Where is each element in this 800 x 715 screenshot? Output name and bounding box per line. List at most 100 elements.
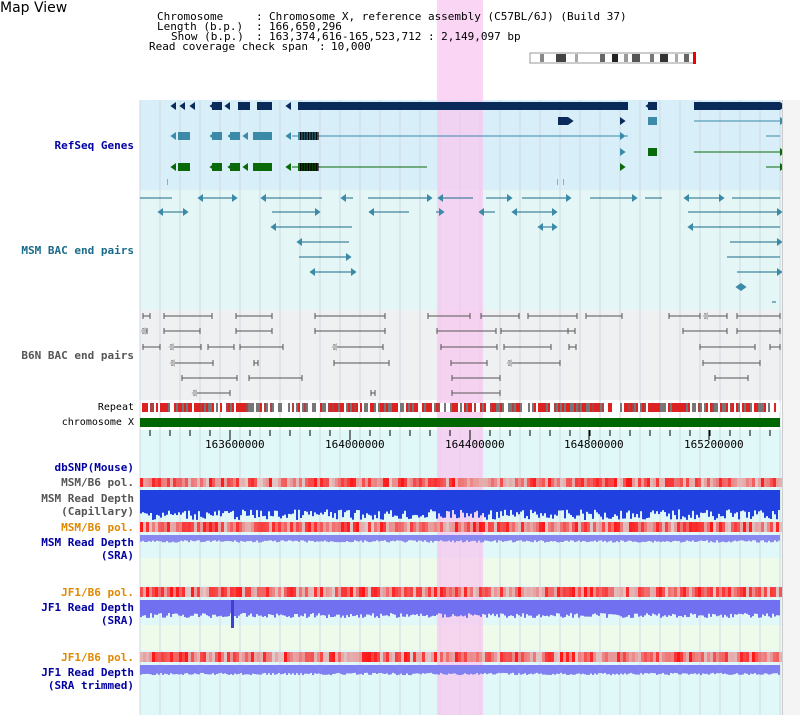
msm-sra-depth-bar [544, 535, 546, 543]
msm-sra-depth-bar [186, 535, 188, 541]
track-label-jf1-b6-pol-2[interactable]: JF1/B6 pol. [61, 651, 134, 664]
msm-b6-pol-heat [296, 522, 299, 532]
msm-capillary-depth-bar [616, 490, 618, 516]
msm-sra-depth-bar [768, 535, 770, 541]
jf1-b6-pol-heat [326, 652, 329, 662]
msm-sra-depth-bar [434, 535, 436, 541]
msm-sra-depth-bar [388, 535, 390, 543]
jf1-b6-pol-heat [593, 652, 596, 662]
msm-sra-depth-bar [414, 535, 416, 541]
jf1-sra-depth-bar [540, 600, 542, 618]
msm-sra-depth-bar [532, 535, 534, 543]
jf1-sra-trimmed-depth-bar [330, 665, 332, 676]
msm-sra-depth-bar [442, 535, 444, 542]
msm-capillary-depth-bar [742, 490, 744, 511]
msm-b6-pol-heat [158, 478, 161, 487]
repeat-mark [606, 403, 608, 412]
track-label-refseq-genes[interactable]: RefSeq Genes [54, 139, 134, 152]
msm-capillary-depth-bar [180, 490, 182, 515]
jf1-b6-pol-heat [476, 587, 479, 597]
msm-sra-depth-bar [742, 535, 744, 541]
track-label-msm-read-depth-capillary-1[interactable]: MSM Read Depth [41, 492, 134, 505]
track-label-jf1-read-depth-trimmed-2[interactable]: (SRA trimmed) [47, 679, 134, 692]
track-label-msm-read-depth-sra-1[interactable]: MSM Read Depth [41, 536, 134, 549]
msm-b6-pol-heat [155, 522, 158, 532]
msm-sra-depth-bar [508, 535, 510, 541]
jf1-sra-depth-bar [552, 600, 554, 616]
track-label-msm-bac-end-pairs[interactable]: MSM BAC end pairs [21, 244, 134, 257]
repeat-mark [672, 403, 674, 412]
jf1-sra-depth-bar [290, 600, 292, 618]
jf1-b6-pol-heat [512, 652, 515, 662]
track-label-jf1-b6-pol-1[interactable]: JF1/B6 pol. [61, 586, 134, 599]
msm-b6-pol-heat [443, 478, 446, 487]
msm-bac-end [683, 194, 689, 202]
jf1-sra-trimmed-depth-bar [296, 665, 298, 674]
jf1-sra-depth-bar [776, 600, 778, 616]
repeat-mark [328, 403, 330, 412]
track-label-b6n-bac-end-pairs[interactable]: B6N BAC end pairs [21, 349, 134, 362]
jf1-sra-trimmed-depth-bar [292, 665, 294, 674]
msm-sra-depth-bar [590, 535, 592, 542]
refseq-gene-arrow [620, 163, 626, 171]
jf1-sra-trimmed-depth-bar [492, 665, 494, 675]
jf1-b6-pol-heat [689, 587, 692, 597]
msm-b6-pol-heat [293, 522, 296, 532]
track-label-dbsnp[interactable]: dbSNP(Mouse) [54, 461, 134, 474]
jf1-b6-pol-heat [428, 587, 431, 597]
repeat-mark [310, 403, 312, 412]
jf1-sra-trimmed-depth-bar [514, 665, 516, 675]
msm-b6-pol-heat [215, 522, 218, 532]
msm-sra-depth-bar [478, 535, 480, 541]
msm-b6-pol-heat [587, 522, 590, 532]
track-label-jf1-read-depth-2[interactable]: (SRA) [100, 614, 134, 627]
msm-sra-depth-bar [600, 535, 602, 541]
track-label-jf1-read-depth-trimmed-1[interactable]: JF1 Read Depth [41, 666, 134, 679]
jf1-sra-depth-bar [768, 600, 770, 617]
repeat-mark [714, 403, 716, 412]
jf1-b6-pol-heat [281, 587, 284, 597]
track-label-msm-b6-pol-1[interactable]: MSM/B6 pol. [61, 476, 134, 489]
msm-capillary-depth-bar [222, 490, 224, 514]
track-label-jf1-read-depth-1[interactable]: JF1 Read Depth [41, 601, 134, 614]
jf1-b6-pol-heat [311, 652, 314, 662]
repeat-mark [340, 403, 342, 412]
msm-capillary-depth-bar [238, 490, 240, 520]
jf1-sra-depth-bar [250, 600, 252, 614]
jf1-sra-depth-bar [228, 600, 230, 617]
repeat-mark [450, 403, 452, 412]
jf1-sra-trimmed-depth-bar [380, 665, 382, 673]
msm-sra-depth-bar [314, 535, 316, 543]
jf1-b6-pol-heat [545, 587, 548, 597]
msm-sra-depth-bar [606, 535, 608, 543]
jf1-b6-pol-heat [440, 587, 443, 597]
msm-b6-pol-heat [263, 522, 266, 532]
repeat-mark [268, 403, 270, 412]
vertical-scrollbar[interactable] [782, 100, 800, 715]
msm-sra-depth-bar [214, 535, 216, 541]
msm-capillary-depth-bar [464, 490, 466, 518]
msm-b6-pol-heat [509, 478, 512, 487]
msm-sra-depth-bar [654, 535, 656, 541]
track-label-msm-read-depth-sra-2[interactable]: (SRA) [100, 549, 134, 562]
track-label-msm-b6-pol-2[interactable]: MSM/B6 pol. [61, 521, 134, 534]
repeat-mark [744, 403, 746, 412]
msm-b6-pol-heat [608, 522, 611, 532]
msm-sra-depth-bar [488, 535, 490, 542]
repeat-mark [642, 403, 644, 412]
msm-capillary-depth-bar [370, 490, 372, 516]
msm-b6-pol-heat [275, 522, 278, 532]
msm-b6-pol-heat [467, 478, 470, 487]
jf1-sra-trimmed-depth-bar [576, 665, 578, 674]
msm-sra-depth-bar [440, 535, 442, 541]
track-label-msm-read-depth-capillary-2[interactable]: (Capillary) [61, 505, 134, 518]
msm-b6-pol-heat [314, 478, 317, 487]
jf1-b6-pol-heat [518, 652, 521, 662]
jf1-sra-trimmed-depth-bar [596, 665, 598, 675]
jf1-b6-pol-heat [560, 587, 563, 597]
msm-b6-pol-heat [524, 522, 527, 532]
jf1-sra-depth-bar [184, 600, 186, 618]
jf1-b6-pol-heat [353, 652, 356, 662]
msm-capillary-depth-bar [316, 490, 318, 515]
